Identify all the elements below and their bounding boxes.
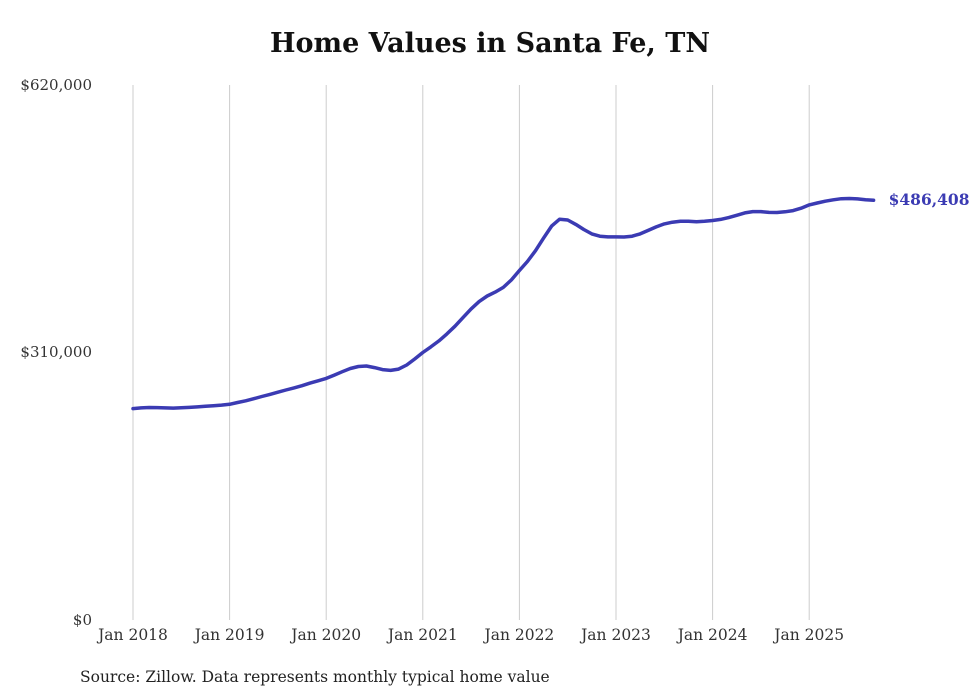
current-value-label: $486,408 bbox=[888, 190, 970, 210]
x-axis-tick-label: Jan 2023 bbox=[581, 626, 651, 644]
source-note: Source: Zillow. Data represents monthly … bbox=[80, 668, 550, 686]
y-axis-tick-label: $0 bbox=[72, 611, 92, 629]
x-axis-tick-label: Jan 2019 bbox=[194, 626, 265, 644]
x-axis-tick-label: Jan 2020 bbox=[291, 626, 362, 644]
x-axis-tick-label: Jan 2024 bbox=[677, 626, 748, 644]
home-value-line bbox=[131, 196, 876, 411]
x-axis-tick-label: Jan 2025 bbox=[774, 626, 845, 644]
x-axis-tick-label: Jan 2021 bbox=[387, 626, 458, 644]
y-axis-tick-label: $310,000 bbox=[20, 343, 92, 361]
x-axis-tick-label: Jan 2018 bbox=[98, 626, 168, 644]
y-axis-tick-label: $620,000 bbox=[20, 76, 92, 94]
x-axis-tick-label: Jan 2022 bbox=[484, 626, 555, 644]
chart-title: Home Values in Santa Fe, TN bbox=[269, 28, 710, 59]
